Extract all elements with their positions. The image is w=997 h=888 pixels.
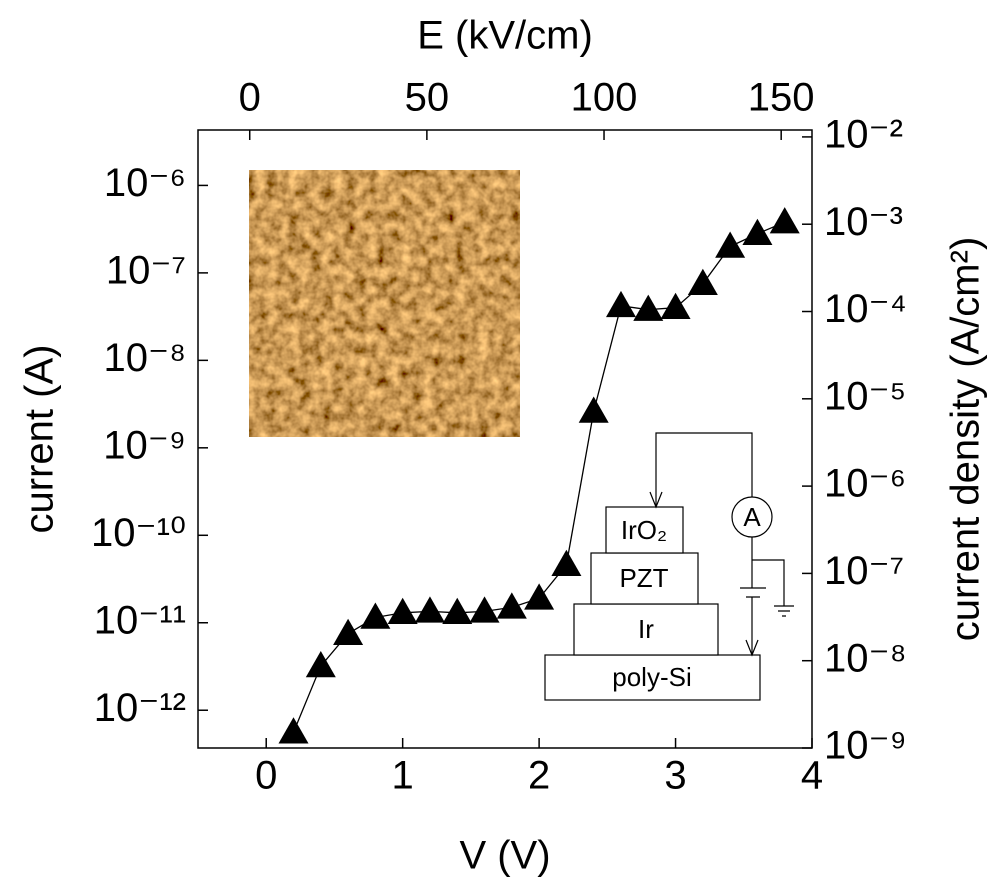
x-tick-label: 2: [528, 754, 550, 798]
marker: [715, 231, 746, 258]
marker: [333, 618, 364, 645]
annotation: poly-Si: [612, 662, 691, 692]
marker: [278, 717, 309, 744]
y-tick-label: 10⁻⁷: [106, 248, 186, 292]
afm-texture: [249, 170, 520, 437]
plot-frame: [197, 129, 813, 749]
y-tick-label: 10⁻⁶: [104, 161, 186, 205]
y2-tick-label: 10⁻²: [824, 112, 903, 156]
y-tick-label: 10⁻⁹: [103, 423, 186, 467]
marker: [633, 294, 664, 321]
x-tick-label: 3: [664, 754, 686, 798]
marker: [496, 592, 527, 619]
x-tick-label: 0: [255, 754, 277, 798]
marker: [769, 207, 800, 234]
y-axis-label: current (A): [18, 345, 62, 534]
marker: [524, 583, 555, 610]
x2-axis-label: E (kV/cm): [417, 14, 593, 58]
y2-tick-label: 10⁻³: [824, 200, 903, 244]
circuit: IrO₂ PZT Ir poly-Si A: [544, 432, 794, 701]
x-tick-label: 1: [392, 754, 414, 798]
marker: [742, 218, 773, 246]
annotation: IrO₂: [621, 515, 667, 545]
y2-tick-label: 10⁻⁴: [824, 287, 907, 331]
annotation: Ir: [638, 614, 654, 644]
marker: [414, 596, 445, 623]
ammeter: [731, 496, 773, 538]
y2-tick-label: 10⁻⁶: [824, 462, 906, 506]
arrow: [649, 491, 663, 509]
x-axis-label: V (V): [459, 834, 550, 878]
layer: [544, 654, 761, 701]
marker: [360, 602, 391, 629]
y2-tick-label: 10⁻⁸: [824, 636, 906, 680]
x2-tick-label: 150: [748, 76, 815, 120]
layer: [590, 552, 699, 605]
marker: [469, 596, 500, 623]
y2-tick-label: 10⁻⁵: [824, 374, 906, 418]
arrow: [745, 639, 759, 657]
marker: [605, 290, 636, 318]
y-tick-label: 10⁻¹²: [94, 686, 186, 730]
marker: [660, 292, 691, 319]
layer: [605, 506, 684, 554]
marker: [305, 651, 336, 678]
marker: [687, 268, 718, 296]
marker: [387, 597, 418, 625]
y2-axis-label: current density (A/cm²): [944, 237, 988, 642]
x2-tick-label: 50: [405, 76, 450, 120]
marker: [551, 549, 582, 577]
x-tick-label: 4: [801, 754, 823, 798]
y-tick-label: 10⁻¹¹: [94, 598, 186, 642]
y-tick-label: 10⁻¹⁰: [91, 511, 186, 555]
y-tick-label: 10⁻⁸: [104, 336, 186, 380]
annotation: A: [743, 502, 761, 532]
wire: [655, 432, 794, 655]
y2-tick-label: 10⁻⁷: [824, 549, 904, 593]
x2-tick-label: 0: [239, 76, 261, 120]
annotation: PZT: [619, 563, 668, 593]
marker: [578, 396, 609, 423]
x2-tick-label: 100: [571, 76, 638, 120]
marker: [442, 597, 473, 625]
y2-tick-label: 10⁻⁹: [824, 724, 907, 768]
